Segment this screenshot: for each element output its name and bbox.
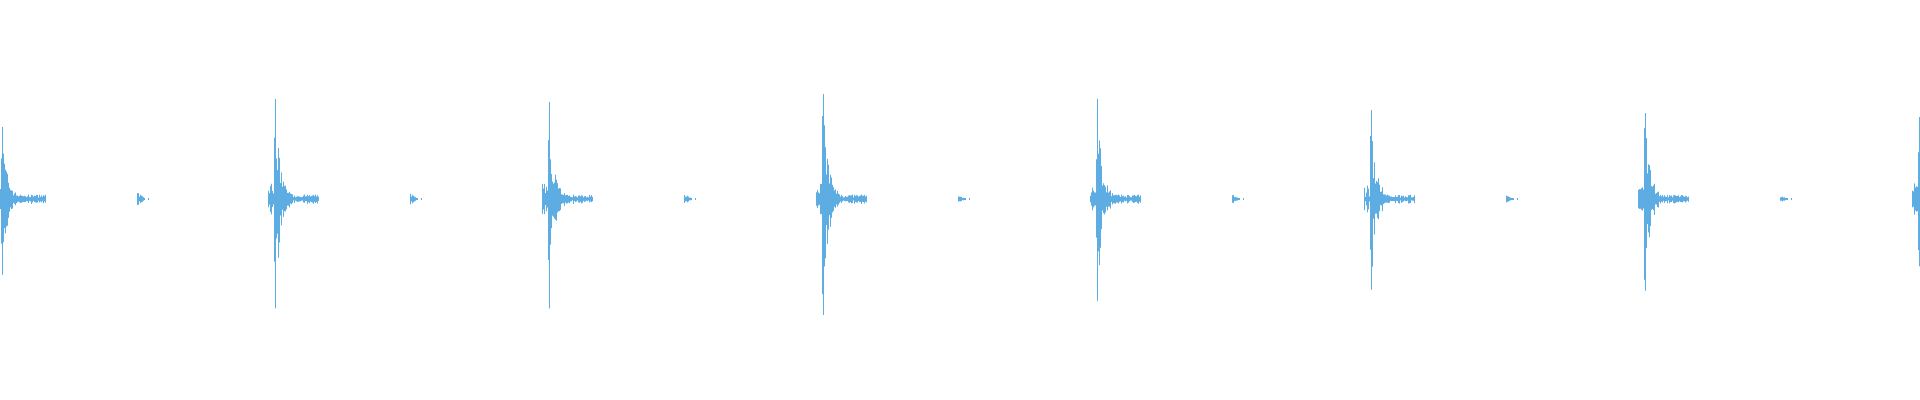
waveform-echo <box>684 195 696 203</box>
waveform-echo <box>137 193 149 205</box>
waveform-burst <box>268 99 319 309</box>
waveform-burst <box>1090 99 1141 301</box>
waveform-echo <box>958 196 970 202</box>
waveform-echo <box>1506 195 1518 203</box>
waveform-burst <box>816 94 867 315</box>
waveform-burst <box>1638 113 1689 291</box>
waveform-echo <box>410 193 422 205</box>
waveform-burst <box>1364 110 1415 290</box>
waveform-echo <box>1232 195 1244 203</box>
waveform-burst <box>1912 117 1920 267</box>
waveform-burst <box>0 127 46 275</box>
waveform-echo <box>1780 196 1792 202</box>
waveform-burst <box>542 102 593 309</box>
